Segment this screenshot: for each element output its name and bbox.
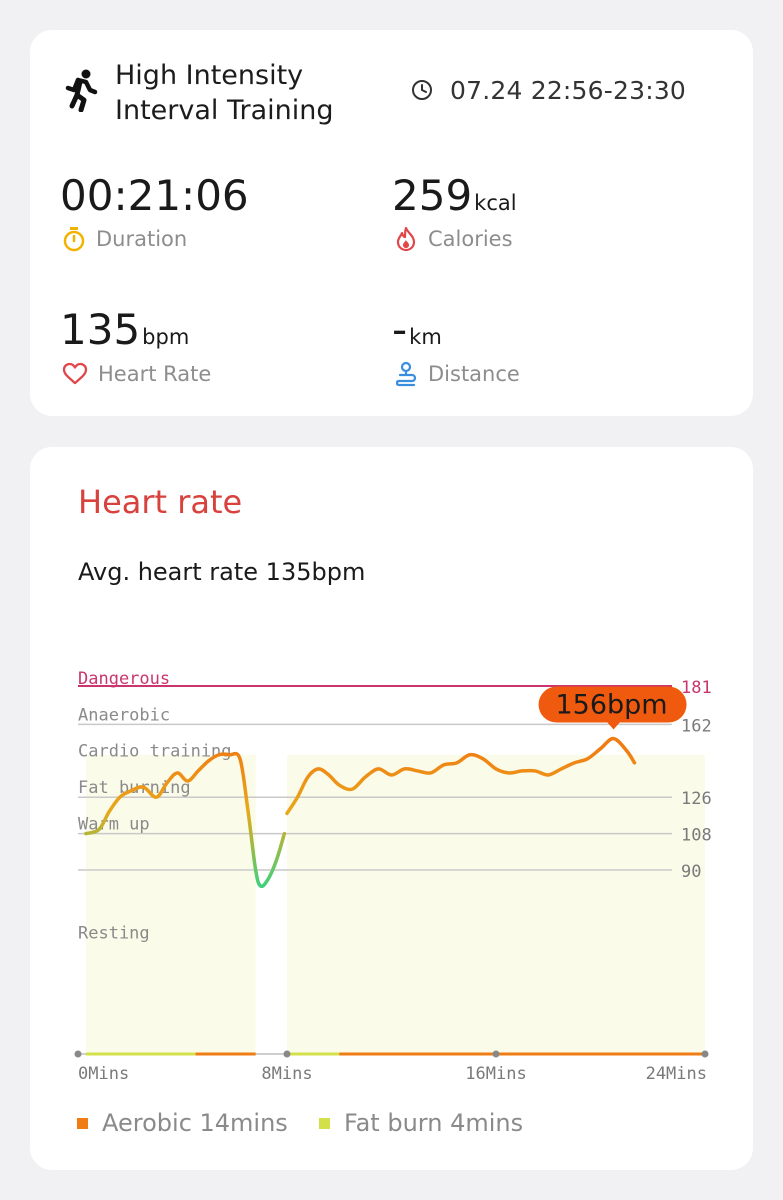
distance-value: - <box>392 305 408 354</box>
heart-icon <box>62 362 88 386</box>
shaded-range-1 <box>287 754 705 1054</box>
distance-label-row: Distance <box>394 361 520 387</box>
legend-fat-burn: Fat burn 4mins <box>319 1109 523 1137</box>
zone-name-1: Anaerobic <box>78 705 170 725</box>
workout-title: High Intensity Interval Training <box>115 60 334 126</box>
zone-name-5: Resting <box>78 924 150 944</box>
peak-label: 156bpm <box>556 690 668 721</box>
duration-stat: 00:21:06 <box>60 172 249 220</box>
x-tick-dot-1 <box>283 1050 291 1058</box>
calories-label: Calories <box>428 227 513 251</box>
zone-name-2: Cardio training <box>78 742 232 762</box>
heart-rate-stat: 135bpm <box>60 306 189 354</box>
zone-threshold-label-0: 181 <box>681 678 712 698</box>
stopwatch-icon <box>62 226 86 252</box>
x-tick-dot-3 <box>701 1050 709 1058</box>
calories-unit: kcal <box>474 191 517 215</box>
calories-label-row: Calories <box>394 226 513 252</box>
distance-unit: km <box>409 325 442 349</box>
legend-aerobic-swatch <box>77 1117 88 1129</box>
zone-threshold-label-3: 126 <box>681 789 712 809</box>
flame-icon <box>394 226 418 252</box>
zone-name-4: Warm up <box>78 814 150 834</box>
heart-rate-value: 135 <box>60 305 141 354</box>
average-heart-rate: Avg. heart rate 135bpm <box>78 558 366 586</box>
legend-fat-burn-swatch <box>319 1117 330 1129</box>
x-tick-dot-0 <box>74 1050 82 1058</box>
distance-stat: -km <box>392 306 442 354</box>
shaded-range-0 <box>85 754 256 1054</box>
running-icon <box>64 68 98 116</box>
heart-rate-line-segment-1 <box>285 736 637 816</box>
workout-time-range: 07.24 22:56-23:30 <box>450 76 687 105</box>
legend-aerobic-label: Aerobic 14mins <box>102 1109 288 1137</box>
heart-rate-chart: 181 162 126 108 90 Dangerous Anaerobic Cardio t… <box>74 669 712 1084</box>
duration-label-row: Duration <box>62 226 187 252</box>
peak-badge <box>538 686 687 723</box>
zone-name-0: Dangerous <box>78 669 170 689</box>
heart-rate-card: Heart rate Avg. heart rate 135bpm 181 162… <box>30 447 753 1170</box>
x-tick-label-1: 8Mins <box>261 1064 312 1084</box>
duration-value: 00:21:06 <box>60 171 249 220</box>
legend-aerobic: Aerobic 14mins <box>77 1109 288 1137</box>
duration-label: Duration <box>96 227 188 251</box>
workout-summary-card: High Intensity Interval Training 07.24 2… <box>30 30 753 416</box>
zone-threshold-label-5: 90 <box>681 862 701 882</box>
heart-rate-unit: bpm <box>142 325 190 349</box>
calories-stat: 259kcal <box>392 172 517 220</box>
zone-threshold-label-4: 108 <box>681 826 712 846</box>
heart-rate-label-row: Heart Rate <box>62 361 211 387</box>
heart-rate-line-segment-0 <box>84 751 287 889</box>
legend-fat-burn-label: Fat burn 4mins <box>344 1109 524 1137</box>
peak-badge-pointer <box>606 721 621 730</box>
distance-label: Distance <box>428 362 520 386</box>
heart-rate-label: Heart Rate <box>98 362 212 386</box>
x-tick-label-0: 0Mins <box>78 1064 129 1084</box>
route-icon <box>394 361 418 387</box>
x-tick-dot-2 <box>492 1050 500 1058</box>
x-tick-label-3: 24Mins <box>646 1064 707 1084</box>
heart-rate-title: Heart rate <box>78 483 243 521</box>
clock-icon <box>411 79 433 105</box>
x-tick-label-2: 16Mins <box>465 1064 526 1084</box>
zone-threshold-label-1: 162 <box>681 716 712 736</box>
calories-value: 259 <box>392 171 473 220</box>
